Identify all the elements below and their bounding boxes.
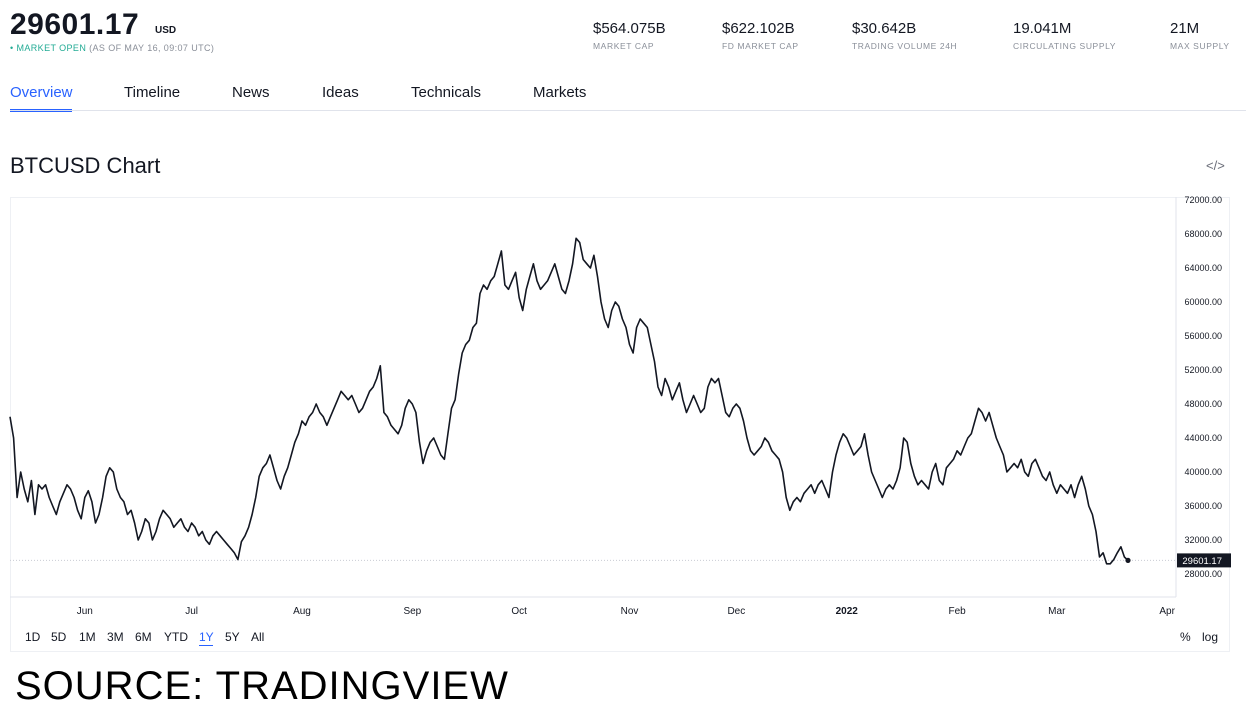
tab-divider bbox=[10, 110, 1246, 111]
range-1m[interactable]: 1M bbox=[79, 630, 96, 644]
stat-value: $564.075B bbox=[593, 20, 666, 37]
tab-markets[interactable]: Markets bbox=[533, 84, 587, 101]
tab-timeline[interactable]: Timeline bbox=[124, 84, 181, 101]
x-tick-label: Jul bbox=[185, 606, 198, 617]
y-tick-label: 72000.00 bbox=[1184, 195, 1222, 205]
market-status: • MARKET OPEN (AS OF MAY 16, 09:07 UTC) bbox=[10, 43, 214, 53]
log-scale-toggle[interactable]: log bbox=[1202, 630, 1219, 644]
market-open-label: MARKET OPEN bbox=[16, 43, 87, 53]
x-tick-label: Sep bbox=[403, 606, 421, 617]
range-5y[interactable]: 5Y bbox=[225, 630, 240, 644]
y-tick-label: 40000.00 bbox=[1184, 467, 1222, 477]
x-axis-labels: JunJulAugSepOctNovDec2022FebMarAprMay bbox=[77, 606, 1176, 617]
stat-value: $622.102B bbox=[722, 20, 795, 37]
x-tick-label: Jun bbox=[77, 606, 93, 617]
x-tick-label: Feb bbox=[948, 606, 966, 617]
range-all[interactable]: All bbox=[251, 630, 265, 644]
stat-value: $30.642B bbox=[852, 20, 917, 37]
stat-market-cap: $564.075B MARKET CAP bbox=[593, 20, 666, 51]
y-tick-label: 52000.00 bbox=[1184, 365, 1222, 375]
active-range-indicator bbox=[199, 645, 213, 646]
x-tick-label: Nov bbox=[621, 606, 639, 617]
range-5d[interactable]: 5D bbox=[51, 630, 67, 644]
tab-overview[interactable]: Overview bbox=[10, 84, 73, 101]
stat-trading-volume: $30.642B TRADING VOLUME 24H bbox=[852, 20, 957, 51]
code-embed-icon[interactable]: </> bbox=[1206, 158, 1225, 173]
range-1d[interactable]: 1D bbox=[25, 630, 41, 644]
stat-fd-market-cap: $622.102B FD MARKET CAP bbox=[722, 20, 799, 51]
y-tick-label: 48000.00 bbox=[1184, 399, 1222, 409]
y-tick-label: 60000.00 bbox=[1184, 297, 1222, 307]
y-tick-label: 32000.00 bbox=[1184, 535, 1222, 545]
btcusd-line-chart[interactable]: 28000.00 32000.00 36000.00 40000.00 44000.00… bbox=[0, 0, 1246, 660]
y-tick-label: 44000.00 bbox=[1184, 433, 1222, 443]
currency-label: USD bbox=[155, 25, 177, 36]
y-tick-label: 28000.00 bbox=[1184, 569, 1222, 579]
stat-label: MARKET CAP bbox=[593, 41, 655, 51]
stat-value: 19.041M bbox=[1013, 20, 1072, 37]
status-dot-icon: • bbox=[10, 43, 14, 53]
y-tick-label: 68000.00 bbox=[1184, 229, 1222, 239]
status-time: (AS OF MAY 16, 09:07 UTC) bbox=[89, 43, 215, 53]
stat-label: FD MARKET CAP bbox=[722, 41, 799, 51]
stat-value: 21M bbox=[1170, 20, 1200, 37]
range-ytd[interactable]: YTD bbox=[164, 630, 188, 644]
tab-ideas[interactable]: Ideas bbox=[322, 84, 359, 101]
y-axis-labels: 28000.00 32000.00 36000.00 40000.00 44000.00… bbox=[1184, 195, 1222, 579]
stat-max-supply: 21M MAX SUPPLY bbox=[1170, 20, 1230, 51]
price-value: 29601.17 bbox=[10, 8, 140, 41]
price-series-line bbox=[9, 237, 1129, 565]
y-tick-label: 64000.00 bbox=[1184, 263, 1222, 273]
y-tick-label: 36000.00 bbox=[1184, 501, 1222, 511]
x-tick-label: Aug bbox=[293, 606, 311, 617]
x-tick-label: 2022 bbox=[836, 606, 859, 617]
last-price-tag bbox=[1177, 553, 1231, 568]
stat-label: TRADING VOLUME 24H bbox=[852, 41, 958, 51]
x-tick-label: Apr bbox=[1159, 606, 1175, 617]
percent-scale-toggle[interactable]: % bbox=[1180, 630, 1191, 644]
stat-label: MAX SUPPLY bbox=[1170, 41, 1230, 51]
x-tick-label: Dec bbox=[727, 606, 745, 617]
x-tick-label: Mar bbox=[1048, 606, 1066, 617]
last-price-dot bbox=[1125, 557, 1131, 563]
x-tick-label: Oct bbox=[511, 606, 527, 617]
stat-circulating-supply: 19.041M CIRCULATING SUPPLY bbox=[1013, 20, 1116, 51]
range-6m[interactable]: 6M bbox=[135, 630, 152, 644]
tab-news[interactable]: News bbox=[232, 84, 270, 101]
y-tick-label: 56000.00 bbox=[1184, 331, 1222, 341]
source-caption: SOURCE: TRADINGVIEW bbox=[15, 664, 509, 708]
chart-title: BTCUSD Chart bbox=[10, 153, 161, 178]
range-1y[interactable]: 1Y bbox=[199, 630, 214, 644]
last-price-tag-text: 29601.17 bbox=[1182, 556, 1222, 567]
stat-label: CIRCULATING SUPPLY bbox=[1013, 41, 1117, 51]
tab-technicals[interactable]: Technicals bbox=[411, 84, 482, 101]
range-3m[interactable]: 3M bbox=[107, 630, 124, 644]
